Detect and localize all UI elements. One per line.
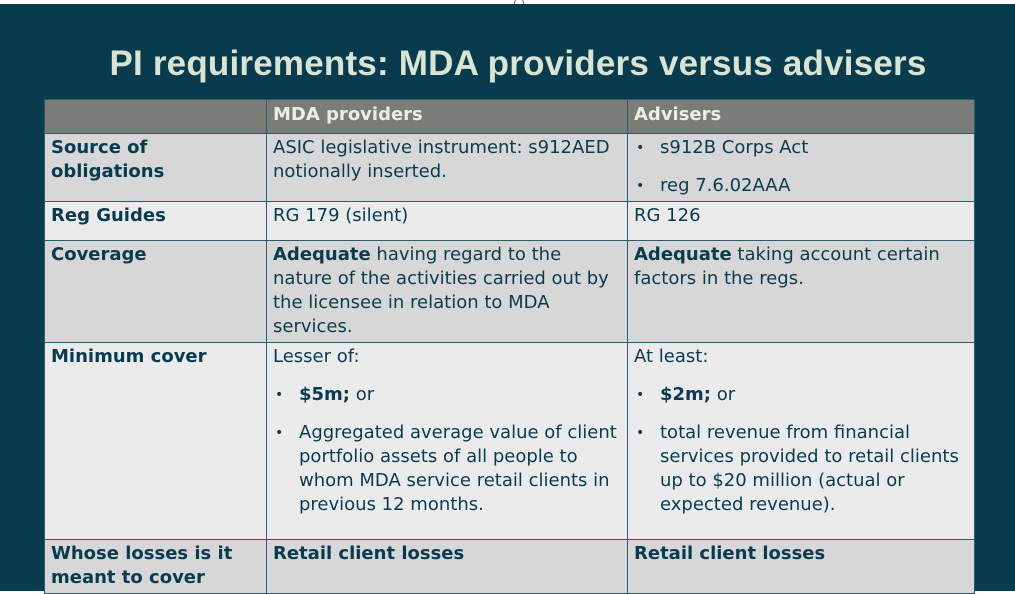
body-text: having regard to the nature of the activ…: [273, 244, 609, 337]
bold-text: $5m;: [299, 384, 351, 405]
intro-text: At least:: [634, 346, 709, 367]
slide-top-edge: [0, 0, 1015, 5]
bullet-list: $5m; or Aggregated average value of clie…: [273, 383, 621, 517]
cell-mda: Retail client losses: [266, 539, 628, 594]
bold-text: Adequate: [634, 244, 732, 265]
header-empty: [44, 99, 267, 134]
body-text: or: [350, 384, 375, 405]
table-header-row: MDA providers Advisers: [44, 99, 975, 134]
row-label: Reg Guides: [44, 201, 267, 241]
row-label: Coverage: [44, 240, 267, 343]
bullet-list: s912B Corps Act reg 7.6.02AAA: [634, 136, 968, 198]
cell-advisers: RG 126: [627, 201, 975, 241]
comparison-table: MDA providers Advisers Source of obligat…: [44, 99, 975, 594]
list-item: total revenue from financial services pr…: [634, 421, 968, 517]
row-label: Source of obligations: [44, 133, 267, 202]
table-row-coverage: Coverage Adequate having regard to the n…: [44, 240, 975, 343]
cell-advisers: Retail client losses: [627, 539, 975, 594]
table-row-minimum-cover: Minimum cover Lesser of: $5m; or Aggrega…: [44, 342, 975, 540]
table-row-reg-guides: Reg Guides RG 179 (silent) RG 126: [44, 201, 975, 241]
cell-advisers: At least: $2m; or total revenue from fin…: [627, 342, 975, 540]
cell-mda: Adequate having regard to the nature of …: [266, 240, 628, 343]
cell-mda: RG 179 (silent): [266, 201, 628, 241]
header-advisers: Advisers: [627, 99, 975, 134]
slide-title: PI requirements: MDA providers versus ad…: [109, 44, 927, 83]
list-item: Aggregated average value of client portf…: [273, 421, 621, 517]
table-row-losses: Whose losses is it meant to cover Retail…: [44, 539, 975, 594]
cell-advisers: s912B Corps Act reg 7.6.02AAA: [627, 133, 975, 202]
body-text: taking account certain factors in the re…: [634, 244, 940, 289]
cell-mda: ASIC legislative instrument: s912AED not…: [266, 133, 628, 202]
list-item: $5m; or: [273, 383, 621, 407]
body-text: or: [711, 384, 736, 405]
row-label: Whose losses is it meant to cover: [44, 539, 267, 594]
intro-text: Lesser of:: [273, 346, 360, 367]
list-item: reg 7.6.02AAA: [634, 174, 968, 198]
table-row-source: Source of obligations ASIC legislative i…: [44, 133, 975, 202]
bullet-list: $2m; or total revenue from financial ser…: [634, 383, 968, 517]
bold-text: $2m;: [660, 384, 712, 405]
slide: PI requirements: MDA providers versus ad…: [0, 4, 1015, 594]
cell-mda: Lesser of: $5m; or Aggregated average va…: [266, 342, 628, 540]
list-item: s912B Corps Act: [634, 136, 968, 160]
list-item: $2m; or: [634, 383, 968, 407]
bold-text: Adequate: [273, 244, 371, 265]
row-label: Minimum cover: [44, 342, 267, 540]
cell-advisers: Adequate taking account certain factors …: [627, 240, 975, 343]
header-mda-providers: MDA providers: [266, 99, 628, 134]
